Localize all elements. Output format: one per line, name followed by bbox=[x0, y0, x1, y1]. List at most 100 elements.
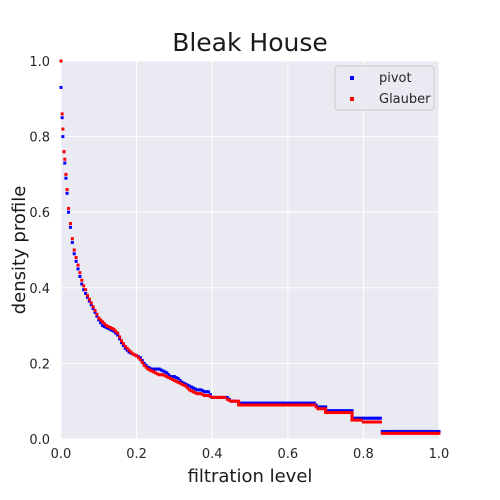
series-glauber bbox=[59, 59, 441, 435]
data-point bbox=[364, 420, 368, 424]
data-point bbox=[106, 325, 110, 329]
data-point bbox=[68, 225, 72, 229]
data-point bbox=[410, 431, 414, 435]
data-point bbox=[180, 382, 184, 386]
data-point bbox=[408, 431, 412, 435]
data-point bbox=[380, 429, 384, 433]
data-point bbox=[338, 409, 342, 413]
data-point bbox=[234, 399, 238, 403]
data-point bbox=[359, 418, 363, 422]
data-point bbox=[165, 375, 169, 379]
data-point bbox=[355, 418, 359, 422]
data-point bbox=[74, 259, 78, 263]
data-point bbox=[70, 240, 74, 244]
data-point bbox=[62, 150, 66, 154]
data-point bbox=[422, 431, 426, 435]
data-point bbox=[280, 403, 283, 407]
data-point bbox=[199, 388, 203, 392]
data-point bbox=[243, 401, 247, 405]
data-point bbox=[135, 354, 139, 358]
data-point bbox=[424, 431, 428, 435]
data-point bbox=[161, 369, 165, 373]
data-point bbox=[91, 307, 95, 311]
data-point bbox=[108, 327, 112, 331]
data-point bbox=[416, 431, 420, 435]
data-point bbox=[110, 328, 114, 332]
data-point bbox=[331, 411, 335, 415]
data-point bbox=[368, 416, 372, 420]
data-point bbox=[165, 371, 169, 375]
data-point bbox=[352, 416, 356, 420]
data-point bbox=[292, 401, 296, 405]
data-point bbox=[133, 353, 137, 357]
data-point bbox=[395, 429, 399, 433]
data-point bbox=[227, 398, 231, 402]
data-point bbox=[140, 359, 144, 363]
data-point bbox=[180, 380, 184, 384]
data-point bbox=[375, 420, 379, 424]
data-point bbox=[186, 383, 190, 387]
data-point bbox=[193, 391, 197, 395]
data-point bbox=[298, 403, 302, 407]
data-point bbox=[159, 368, 163, 372]
data-point bbox=[199, 392, 203, 396]
data-point bbox=[97, 316, 101, 320]
data-point bbox=[296, 401, 300, 405]
data-point bbox=[154, 371, 157, 375]
data-point bbox=[263, 403, 267, 407]
data-point bbox=[290, 401, 294, 405]
data-point bbox=[59, 85, 63, 89]
data-point bbox=[163, 374, 167, 378]
data-point bbox=[348, 411, 352, 415]
data-point bbox=[326, 409, 330, 413]
data-point bbox=[84, 288, 88, 292]
data-point bbox=[171, 377, 175, 381]
data-point bbox=[435, 429, 439, 433]
data-point bbox=[399, 431, 403, 435]
data-point bbox=[95, 314, 99, 318]
data-point bbox=[350, 416, 354, 420]
data-point bbox=[60, 112, 64, 116]
data-point bbox=[246, 403, 250, 407]
data-point bbox=[241, 403, 245, 407]
y-axis-label: density profile bbox=[9, 186, 30, 315]
chart-title: Bleak House bbox=[172, 28, 328, 57]
legend-marker bbox=[350, 97, 354, 101]
data-point bbox=[433, 429, 437, 433]
data-point bbox=[176, 380, 180, 384]
data-point bbox=[329, 411, 333, 415]
data-point bbox=[275, 403, 279, 407]
data-point bbox=[241, 401, 245, 405]
data-point bbox=[67, 206, 71, 210]
data-point bbox=[110, 326, 114, 330]
data-point bbox=[401, 429, 405, 433]
data-point bbox=[121, 343, 125, 347]
data-point bbox=[119, 339, 123, 343]
data-point bbox=[157, 373, 161, 377]
data-point bbox=[273, 403, 277, 407]
data-point bbox=[410, 429, 414, 433]
data-point bbox=[189, 389, 193, 393]
x-tick-label: 1.0 bbox=[429, 447, 450, 462]
y-tick-label: 0.0 bbox=[29, 433, 50, 448]
data-point bbox=[237, 399, 241, 403]
data-point bbox=[246, 401, 250, 405]
data-point bbox=[290, 403, 294, 407]
data-point bbox=[118, 335, 122, 339]
data-point bbox=[89, 301, 93, 305]
data-point bbox=[129, 350, 133, 354]
data-point bbox=[414, 429, 418, 433]
data-point bbox=[420, 431, 424, 435]
data-point bbox=[99, 321, 103, 325]
data-point bbox=[84, 291, 88, 295]
data-point bbox=[282, 401, 286, 405]
data-point bbox=[250, 403, 254, 407]
x-tick-label: 0.6 bbox=[277, 447, 298, 462]
x-tick-label: 0.8 bbox=[353, 447, 374, 462]
data-point bbox=[184, 384, 188, 388]
data-point bbox=[286, 401, 290, 405]
data-point bbox=[312, 401, 316, 405]
data-point bbox=[378, 416, 382, 420]
data-point bbox=[87, 299, 91, 303]
data-point bbox=[123, 346, 127, 350]
